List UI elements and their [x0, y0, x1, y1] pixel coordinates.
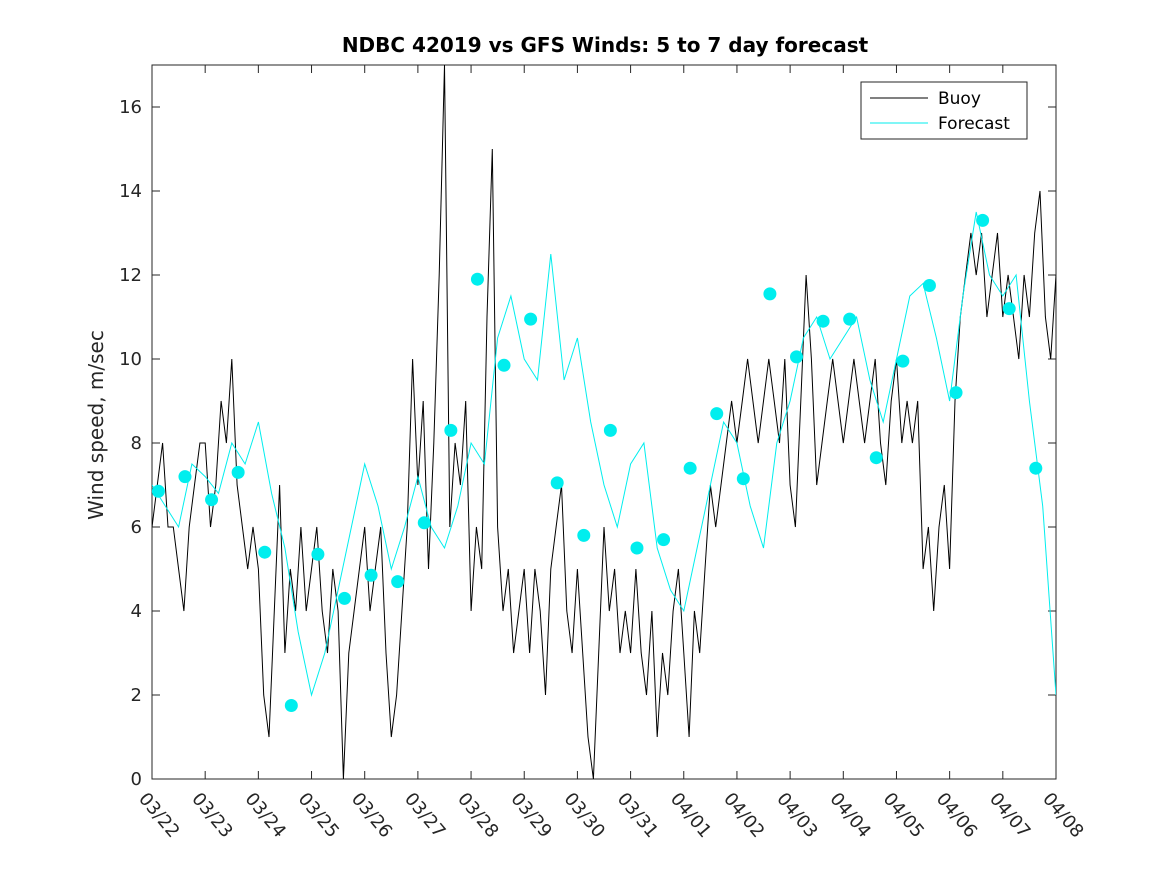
y-tick-label: 6: [131, 517, 142, 538]
series-line-buoy: [152, 65, 1056, 779]
forecast-marker: [337, 591, 351, 605]
chart-title: NDBC 42019 vs GFS Winds: 5 to 7 day fore…: [342, 33, 869, 57]
forecast-marker: [736, 472, 750, 486]
series-layer: [152, 65, 1056, 779]
forecast-marker: [949, 386, 963, 400]
forecast-marker: [816, 314, 830, 328]
forecast-marker: [1029, 461, 1043, 475]
plot-area: [151, 64, 1057, 780]
y-tick-label: 16: [119, 97, 142, 118]
forecast-marker: [258, 545, 272, 559]
y-tick-label: 12: [119, 265, 142, 286]
forecast-marker: [205, 493, 219, 507]
y-tick-label: 14: [119, 181, 142, 202]
forecast-marker: [1002, 302, 1016, 316]
forecast-marker: [311, 547, 325, 561]
forecast-marker: [763, 287, 777, 301]
y-tick-label: 8: [131, 433, 142, 454]
legend-forecast-label: Forecast: [938, 114, 1010, 134]
series-line-forecast: [152, 211, 1056, 697]
forecast-marker: [444, 423, 458, 437]
forecast-marker: [789, 350, 803, 364]
axes-box: [151, 64, 1057, 780]
forecast-marker: [896, 354, 910, 368]
forecast-marker: [417, 516, 431, 530]
y-tick-label: 0: [131, 769, 142, 790]
y-tick-label: 2: [131, 685, 142, 706]
forecast-marker: [603, 423, 617, 437]
y-axis-label: Wind speed, m/sec: [84, 330, 108, 520]
forecast-marker: [630, 541, 644, 555]
forecast-marker: [710, 407, 724, 421]
forecast-marker: [922, 279, 936, 292]
forecast-marker: [470, 272, 484, 286]
legend-buoy-label: Buoy: [938, 89, 981, 109]
legend-box: [860, 81, 1028, 140]
y-tick-label: 4: [131, 601, 142, 622]
forecast-marker: [869, 451, 883, 465]
y-axis: 0 2 4 6 8 10 12 14 16: [119, 97, 1056, 790]
y-tick-label: 10: [119, 349, 142, 370]
forecast-marker: [497, 358, 511, 372]
forecast-marker: [976, 213, 990, 227]
forecast-marker: [843, 312, 857, 326]
legend: Buoy Forecast: [860, 81, 1028, 140]
forecast-marker: [364, 568, 378, 582]
forecast-marker: [151, 484, 165, 498]
forecast-marker: [524, 312, 538, 326]
forecast-markers: [151, 213, 1043, 712]
forecast-marker: [683, 461, 697, 475]
forecast-marker: [391, 575, 405, 589]
forecast-marker: [231, 465, 245, 479]
forecast-marker: [284, 699, 298, 712]
forecast-marker: [577, 528, 591, 542]
forecast-marker: [657, 533, 671, 547]
forecast-marker: [550, 476, 564, 490]
forecast-marker: [178, 470, 192, 484]
